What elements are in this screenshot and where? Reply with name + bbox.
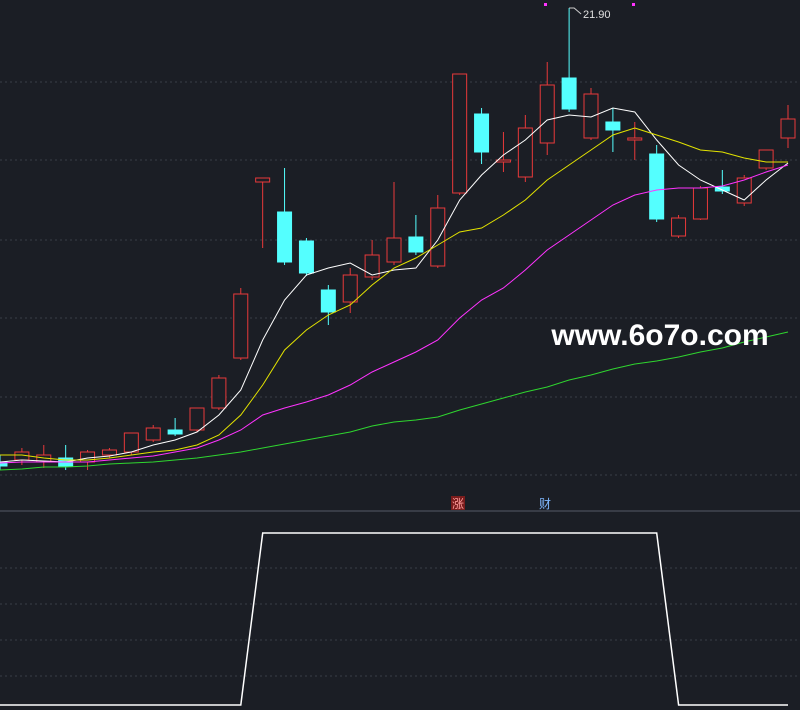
candle-body: [627, 137, 643, 141]
candle-body: [320, 289, 336, 313]
candle-body: [145, 427, 161, 441]
candle-body: [386, 237, 402, 263]
candle-body: [474, 113, 490, 153]
candle-body: [189, 407, 205, 431]
candle-body: [167, 429, 183, 435]
candle-body: [671, 217, 687, 237]
candle-body: [342, 274, 358, 303]
signal-line: [0, 532, 788, 706]
candle-body: [714, 186, 730, 192]
candle-body: [408, 236, 424, 253]
candle-body: [780, 118, 796, 139]
candle-body: [277, 211, 293, 263]
candle-body: [539, 84, 555, 144]
marker-finance: 财: [539, 497, 551, 511]
high-label: 21.90: [583, 9, 611, 21]
candle-body: [0, 461, 8, 467]
candle-body: [583, 93, 599, 139]
high-pointer: [569, 7, 582, 15]
moving-average: [0, 107, 789, 463]
candle-body: [758, 149, 774, 169]
moving-average: [0, 164, 789, 464]
candle-body: [430, 207, 446, 267]
watermark: www.6o7o.com: [550, 319, 768, 352]
marker-bg: [451, 496, 465, 510]
marker-rise: 涨: [452, 496, 464, 511]
candle-body: [211, 377, 227, 409]
candle-body: [692, 187, 708, 220]
candle-body: [452, 73, 468, 194]
top-dot: [632, 3, 635, 6]
top-dot: [544, 3, 547, 6]
candle-body: [101, 449, 117, 456]
moving-average: [0, 127, 788, 461]
candle-body: [561, 77, 577, 110]
candle-body: [298, 240, 314, 274]
candle-body: [233, 293, 249, 359]
candle-body: [605, 121, 621, 131]
candle-body: [649, 153, 665, 220]
candle-body: [495, 159, 511, 163]
candle-body: [517, 127, 533, 178]
candle-body: [123, 432, 139, 453]
candle-body: [364, 254, 380, 278]
moving-average: [0, 331, 789, 471]
candle-body: [255, 177, 271, 183]
